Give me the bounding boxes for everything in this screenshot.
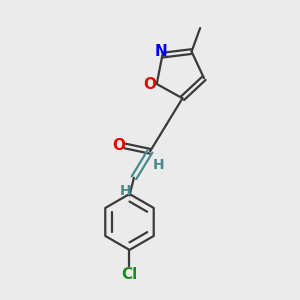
Text: N: N (154, 44, 167, 59)
Text: Cl: Cl (122, 267, 138, 282)
Text: O: O (112, 138, 125, 153)
Text: H: H (152, 158, 164, 172)
Text: O: O (143, 76, 156, 92)
Text: H: H (120, 184, 131, 198)
